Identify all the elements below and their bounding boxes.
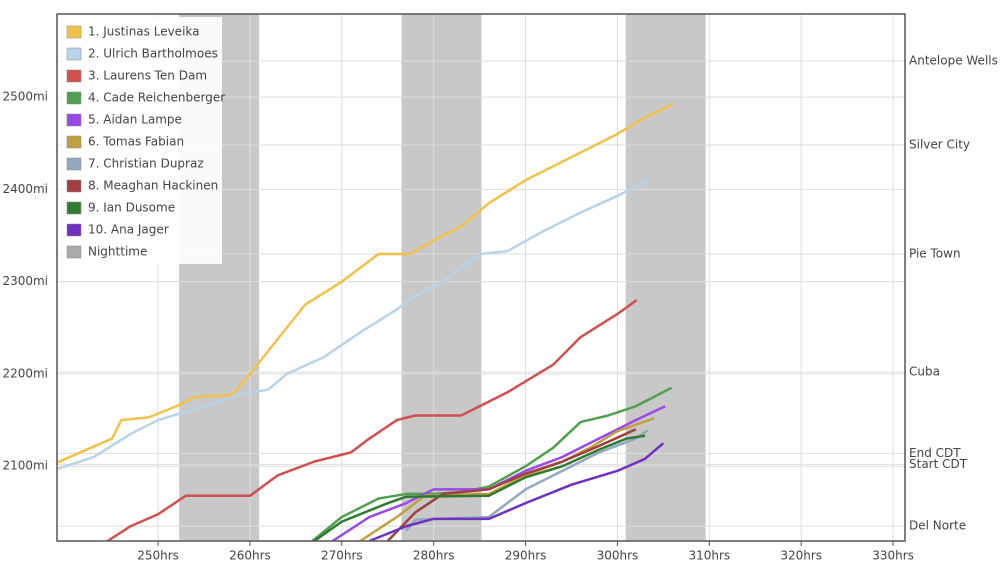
x-tick-label: 310hrs [688,549,730,563]
series-line [57,179,650,471]
plot-frame [56,13,906,542]
y-tick-label: 2400mi [2,182,48,196]
legend-label: 4. Cade Reichenberger [88,91,225,105]
series-line [368,442,665,541]
axes: 250hrs 260hrs 270hrs 280hrs 290hrs 300hrs 310h… [2,54,997,563]
y2-tick-label: Pie Town [909,246,961,260]
legend: 1. Justinas Leveika 2. Ulrich Bartholmoes… [60,17,225,264]
legend-swatch [66,25,82,39]
series-line [359,417,655,541]
x-tick-label: 270hrs [321,549,363,563]
legend-label: 9. Ian Dusome [88,201,175,215]
y-tick-label: 2100mi [2,459,48,473]
night-band [401,14,482,541]
legend-label: Nighttime [88,245,147,259]
legend-label: 7. Christian Dupraz [88,157,204,171]
series-line [331,405,666,541]
y2-tick-label: Antelope Wells [909,54,998,68]
legend-swatch [66,201,82,215]
x-tick-label: 290hrs [505,549,547,563]
legend-box [60,17,222,264]
y2-tick-label: Del Norte [909,519,966,533]
x-tick-label: 330hrs [872,549,914,563]
series-line [386,428,637,541]
y-tick-label: 2500mi [2,90,48,104]
legend-label: 8. Meaghan Hackinen [88,179,218,193]
legend-label: 1. Justinas Leveika [88,25,200,39]
legend-swatch [66,91,82,105]
x-tick-label: 320hrs [780,549,822,563]
x-tick-label: 280hrs [413,549,455,563]
lines [57,103,674,541]
legend-swatch [66,113,82,127]
series-line [311,386,673,541]
x-tick-label: 260hrs [229,549,271,563]
series-line [313,434,646,541]
series-line [57,103,674,464]
legend-swatch [66,223,82,237]
legend-label: 5. Aidan Lampe [88,113,182,127]
y2-tick-label: Cuba [909,365,940,379]
legend-label: 2. Ulrich Bartholmoes [88,47,218,61]
y-tick-label: 2200mi [2,366,48,380]
legend-swatch [66,245,82,259]
legend-label: 6. Tomas Fabian [88,135,184,149]
legend-swatch [66,135,82,149]
x-tick-label: 300hrs [597,549,639,563]
night-bands [179,14,706,541]
legend-swatch [66,157,82,171]
y2-tick-label: End CDT [909,446,961,460]
y2-tick-label: Start CDT [909,457,968,471]
legend-swatch [66,69,82,83]
legend-label: 3. Laurens Ten Dam [88,69,207,83]
legend-label: 10. Ana Jager [88,223,169,237]
legend-swatch [66,179,82,193]
x-tick-label: 250hrs [137,549,179,563]
legend-swatch [66,47,82,61]
series-line [106,299,638,541]
y-tick-label: 2300mi [2,274,48,288]
y2-tick-label: Silver City [909,138,970,152]
